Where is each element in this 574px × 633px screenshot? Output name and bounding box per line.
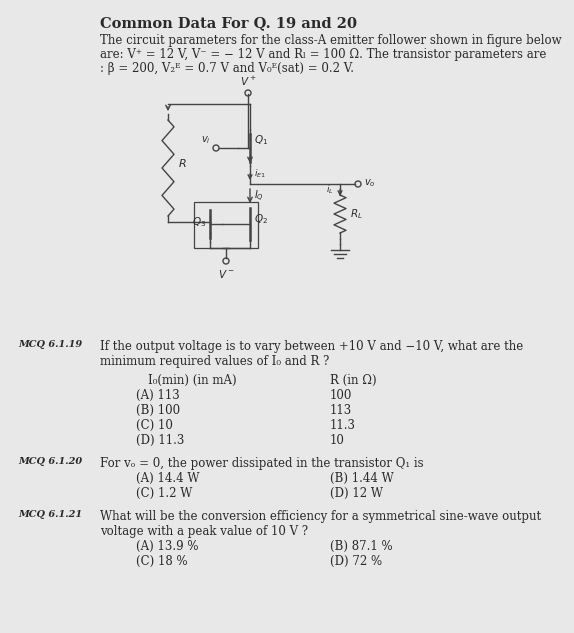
Bar xyxy=(194,202,258,248)
Text: 11.3: 11.3 xyxy=(330,419,356,432)
Text: $v_o$: $v_o$ xyxy=(364,177,375,189)
Text: $R_L$: $R_L$ xyxy=(350,207,363,221)
Text: MCQ 6.1.19: MCQ 6.1.19 xyxy=(18,340,82,349)
Text: $I_Q$: $I_Q$ xyxy=(254,189,264,204)
Text: : β = 200, V₂ᴱ = 0.7 V and V₀ᴱ(sat) = 0.2 V.: : β = 200, V₂ᴱ = 0.7 V and V₀ᴱ(sat) = 0.… xyxy=(100,62,354,75)
Text: I₀(min) (in mA): I₀(min) (in mA) xyxy=(148,374,236,387)
Text: The circuit parameters for the class-A emitter follower shown in figure below: The circuit parameters for the class-A e… xyxy=(100,34,561,47)
Text: MCQ 6.1.20: MCQ 6.1.20 xyxy=(18,457,82,466)
Text: are: V⁺ = 12 V, V⁻ = − 12 V and Rₗ = 100 Ω. The transistor parameters are: are: V⁺ = 12 V, V⁻ = − 12 V and Rₗ = 100… xyxy=(100,48,546,61)
Text: $Q_1$: $Q_1$ xyxy=(254,133,268,147)
Text: (A) 13.9 %: (A) 13.9 % xyxy=(136,540,199,553)
Text: Common Data For Q. 19 and 20: Common Data For Q. 19 and 20 xyxy=(100,16,357,30)
Text: (A) 113: (A) 113 xyxy=(136,389,180,402)
Text: $i_L$: $i_L$ xyxy=(326,184,333,196)
Text: What will be the conversion efficiency for a symmetrical sine-wave output: What will be the conversion efficiency f… xyxy=(100,510,541,523)
Text: voltage with a peak value of 10 V ?: voltage with a peak value of 10 V ? xyxy=(100,525,308,538)
Text: 10: 10 xyxy=(330,434,345,447)
Text: (D) 11.3: (D) 11.3 xyxy=(136,434,184,447)
Text: (C) 10: (C) 10 xyxy=(136,419,173,432)
Text: 100: 100 xyxy=(330,389,352,402)
Text: $i_{E1}$: $i_{E1}$ xyxy=(254,168,266,180)
Text: $Q_2$: $Q_2$ xyxy=(254,212,268,226)
Text: $V^+$: $V^+$ xyxy=(240,75,257,88)
Text: MCQ 6.1.21: MCQ 6.1.21 xyxy=(18,510,82,519)
Text: (B) 87.1 %: (B) 87.1 % xyxy=(330,540,393,553)
Text: $R$: $R$ xyxy=(178,157,187,169)
Text: $V^-$: $V^-$ xyxy=(218,268,234,280)
Text: $Q_3$: $Q_3$ xyxy=(192,215,206,229)
Text: 113: 113 xyxy=(330,404,352,417)
Text: (D) 72 %: (D) 72 % xyxy=(330,555,382,568)
Text: R (in Ω): R (in Ω) xyxy=(330,374,377,387)
Text: (C) 18 %: (C) 18 % xyxy=(136,555,188,568)
Text: (C) 1.2 W: (C) 1.2 W xyxy=(136,487,192,500)
Text: If the output voltage is to vary between +10 V and −10 V, what are the: If the output voltage is to vary between… xyxy=(100,340,523,353)
Text: $v_i$: $v_i$ xyxy=(201,134,211,146)
Text: (B) 1.44 W: (B) 1.44 W xyxy=(330,472,394,485)
Text: (B) 100: (B) 100 xyxy=(136,404,180,417)
Text: minimum required values of I₀ and R ?: minimum required values of I₀ and R ? xyxy=(100,355,329,368)
Text: (D) 12 W: (D) 12 W xyxy=(330,487,383,500)
Text: For vₒ = 0, the power dissipated in the transistor Q₁ is: For vₒ = 0, the power dissipated in the … xyxy=(100,457,424,470)
Text: (A) 14.4 W: (A) 14.4 W xyxy=(136,472,200,485)
